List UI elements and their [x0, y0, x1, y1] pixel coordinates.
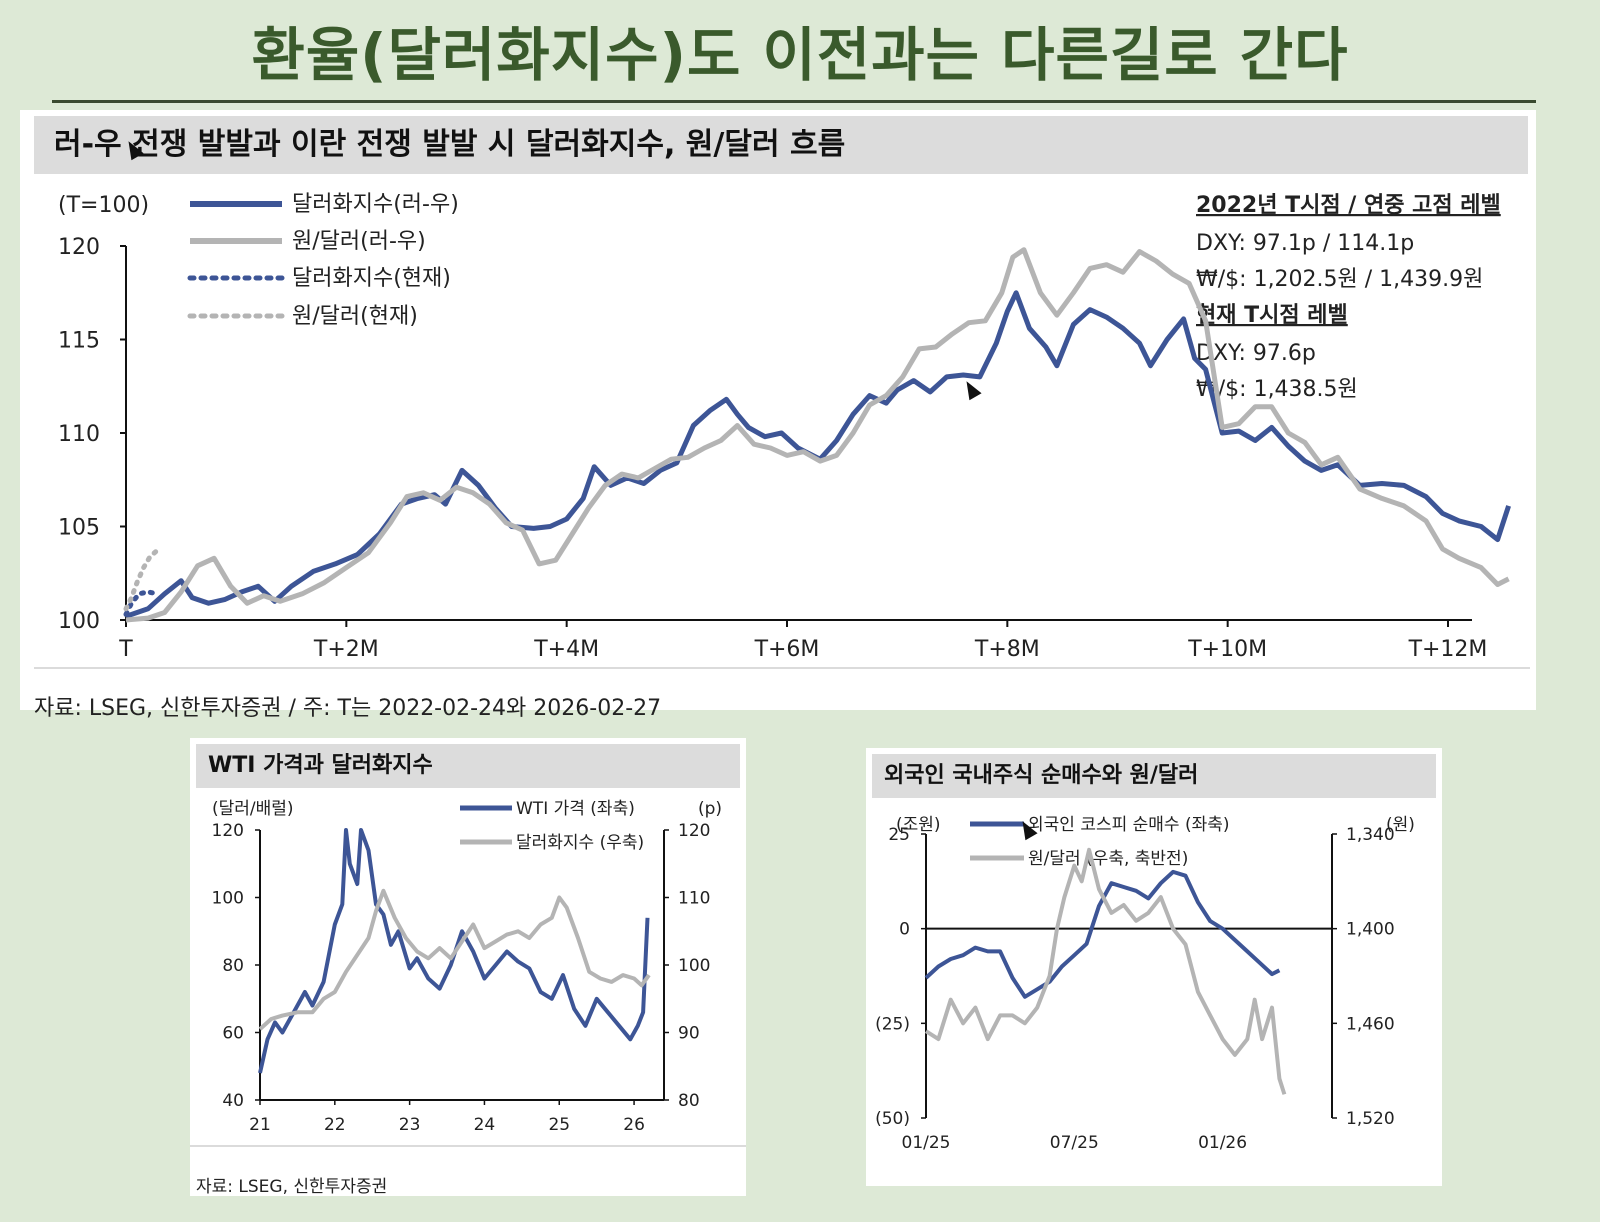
foreign-x-tick-label: 07/25 — [1050, 1133, 1099, 1153]
info-heading-2022: 2022년 T시점 / 연중 고점 레벨 — [1196, 193, 1501, 218]
main-x-tick-label: T+10M — [1187, 637, 1267, 662]
info-krw-now: ₩/$: 1,438.5원 — [1196, 377, 1358, 402]
foreign-x-tick-label: 01/25 — [902, 1133, 951, 1153]
wti-left-tick-label: 120 — [212, 821, 244, 841]
main-x-tick-label: T — [118, 637, 133, 662]
main-y-tick-label: 110 — [58, 422, 100, 447]
main-chart: (T=100) 달러화지수(러-우) 원/달러(러-우) 달러화지수(현재) 원… — [34, 192, 1530, 669]
slide-title: 환율(달러화지수)도 이전과는 다른길로 간다 — [251, 21, 1349, 89]
wti-x-tick-label: 23 — [399, 1115, 421, 1135]
main-y-tick-label: 105 — [58, 516, 100, 541]
foreign-chart: (조원) (원) 외국인 코스피 순매수 (좌축) 원/달러 (우축, 축반전)… — [875, 815, 1415, 1153]
foreign-legend-krw: 원/달러 (우축, 축반전) — [1028, 849, 1188, 869]
foreign-right-tick-label: 1,400 — [1346, 920, 1395, 940]
wti-left-unit: (달러/배럴) — [212, 799, 294, 819]
wti-chart: (달러/배럴) (p) WTI 가격 (좌축) 달러화지수 (우축) 40 60 8… — [190, 799, 746, 1147]
wti-left-tick-label: 40 — [222, 1091, 244, 1111]
main-y-tick-label: 120 — [58, 235, 100, 260]
main-y-tick-label: 100 — [58, 609, 100, 634]
wti-legend-wti: WTI 가격 (좌축) — [516, 799, 635, 819]
foreign-left-tick-label: (25) — [875, 1014, 910, 1034]
wti-series-line-0 — [258, 828, 650, 1074]
main-x-tick-label: T+6M — [754, 637, 820, 662]
legend-krw-ru: 원/달러(러-우) — [292, 229, 426, 254]
foreign-right-tick-label: 1,460 — [1346, 1014, 1395, 1034]
foreign-chart-heading: 외국인 국내주식 순매수와 원/달러 — [872, 754, 1436, 798]
wti-source: 자료: LSEG, 신한투자증권 — [196, 1177, 388, 1197]
main-y-tick-label: 115 — [58, 329, 100, 354]
main-x-tick-label: T+2M — [313, 637, 379, 662]
foreign-left-tick-label: 25 — [888, 825, 910, 845]
foreign-series-line-0 — [924, 869, 1281, 999]
main-unit-label: (T=100) — [58, 193, 149, 218]
wti-right-tick-label: 120 — [678, 821, 710, 841]
foreign-x-tick-label: 01/26 — [1198, 1133, 1247, 1153]
wti-x-tick-label: 22 — [324, 1115, 346, 1135]
wti-right-unit: (p) — [698, 799, 722, 819]
wti-left-tick-label: 60 — [222, 1024, 244, 1044]
legend-krw-now: 원/달러(현재) — [292, 304, 418, 329]
wti-left-tick-label: 80 — [222, 956, 244, 976]
main-series-line-3 — [123, 548, 160, 612]
main-x-tick-label: T+4M — [533, 637, 599, 662]
foreign-left-unit: (조원) — [896, 815, 941, 835]
wti-chart-panel: WTI 가격과 달러화지수 — [190, 738, 746, 1196]
foreign-left-tick-label: (50) — [875, 1109, 910, 1129]
main-series-line-1 — [125, 247, 1510, 623]
foreign-right-unit: (원) — [1386, 815, 1415, 835]
legend-dxy-ru: 달러화지수(러-우) — [292, 192, 459, 217]
info-dxy-2022: DXY: 97.1p / 114.1p — [1196, 231, 1414, 256]
wti-chart-heading: WTI 가격과 달러화지수 — [196, 744, 740, 788]
wti-right-tick-label: 100 — [678, 956, 710, 976]
info-heading-now: 현재 T시점 레벨 — [1196, 303, 1348, 328]
wti-left-tick-label: 100 — [212, 889, 244, 909]
wti-series-line-1 — [258, 888, 651, 1031]
wti-x-tick-label: 25 — [548, 1115, 570, 1135]
info-krw-2022: ₩/$: 1,202.5원 / 1,439.9원 — [1196, 267, 1483, 292]
info-dxy-now: DXY: 97.6p — [1196, 341, 1316, 366]
main-series-line-2 — [123, 589, 160, 617]
main-x-tick-label: T+8M — [974, 637, 1040, 662]
main-chart-heading: 러-우 전쟁 발발과 이란 전쟁 발발 시 달러화지수, 원/달러 흐름 — [34, 116, 1528, 174]
foreign-right-tick-label: 1,340 — [1346, 825, 1395, 845]
wti-x-tick-label: 21 — [249, 1115, 271, 1135]
wti-right-tick-label: 110 — [678, 889, 710, 909]
foreign-right-tick-label: 1,520 — [1346, 1109, 1395, 1129]
title-divider — [52, 100, 1536, 103]
wti-legend-dxy: 달러화지수 (우축) — [516, 833, 644, 853]
wti-right-tick-label: 90 — [678, 1024, 700, 1044]
foreign-legend-net-buy: 외국인 코스피 순매수 (좌축) — [1028, 815, 1230, 835]
main-chart-panel: 러-우 전쟁 발발과 이란 전쟁 발발 시 달러화지수, 원/달러 흐름 — [20, 110, 1536, 710]
main-x-tick-label: T+12M — [1408, 637, 1488, 662]
wti-right-tick-label: 80 — [678, 1091, 700, 1111]
main-source: 자료: LSEG, 신한투자증권 / 주: T는 2022-02-24와 202… — [34, 696, 662, 721]
wti-x-tick-label: 26 — [623, 1115, 645, 1135]
foreign-left-tick-label: 0 — [899, 920, 910, 940]
main-info-box: 2022년 T시점 / 연중 고점 레벨 DXY: 97.1p / 114.1p… — [1196, 193, 1501, 402]
foreign-chart-panel: 외국인 국내주식 순매수와 원/달러 — [866, 748, 1442, 1186]
main-legend: 달러화지수(러-우) 원/달러(러-우) 달러화지수(현재) 원/달러(현재) — [187, 192, 459, 329]
wti-x-tick-label: 24 — [474, 1115, 496, 1135]
legend-dxy-now: 달러화지수(현재) — [292, 266, 451, 291]
foreign-series-line-1 — [924, 847, 1287, 1095]
